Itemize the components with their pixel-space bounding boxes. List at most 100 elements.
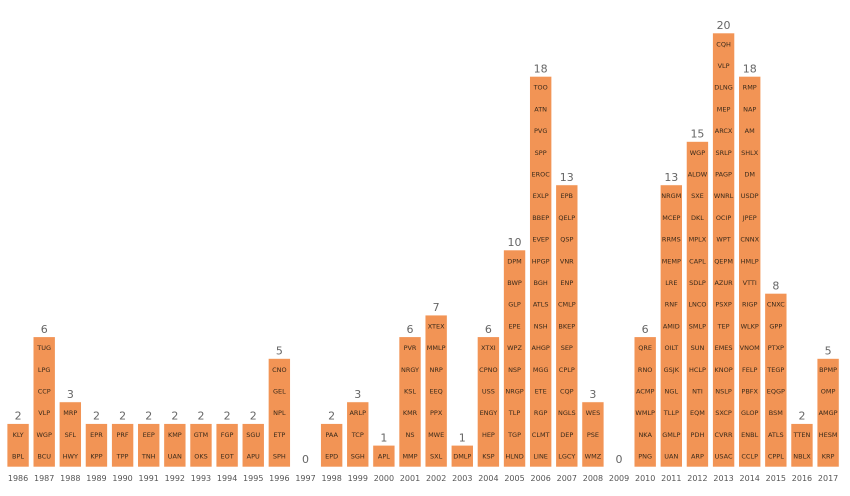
bar-ticker-label: DM (744, 170, 755, 178)
bar-ticker-label: ATN (534, 105, 547, 113)
bar-ticker-label: CPPL (768, 453, 784, 461)
bar-ticker-label: AZUR (714, 279, 733, 287)
bar-count-label: 6 (41, 323, 48, 336)
x-tick-label: 2016 (792, 474, 812, 483)
bar-ticker-label: VLP (38, 409, 50, 417)
bar-ticker-label: APU (247, 453, 260, 461)
bar (32, 336, 56, 468)
bar-ticker-label: EEQ (429, 387, 442, 395)
x-tick-label: 2015 (766, 474, 786, 483)
bar (111, 423, 134, 468)
bar-count-label: 2 (15, 410, 22, 423)
bar-ticker-label: PVR (404, 344, 417, 352)
bar-ticker-label: SRLP (715, 149, 731, 157)
bar-ticker-label: EPR (90, 431, 103, 439)
bar-ticker-label: SXL (430, 453, 443, 461)
bar-count-label: 3 (354, 388, 361, 401)
bar-count-label: 2 (224, 410, 231, 423)
bar (660, 184, 683, 468)
x-tick-label: 1989 (86, 474, 106, 483)
bar (555, 184, 579, 468)
bar-ticker-label: LGCY (558, 453, 575, 461)
bar-ticker-label: SHLX (741, 149, 759, 157)
bar-ticker-label: NRP (429, 366, 442, 374)
bar-ticker-label: EVEP (532, 236, 549, 244)
bar-ticker-label: WNRL (714, 192, 734, 200)
bar-ticker-label: EEP (143, 431, 155, 439)
bar (85, 423, 108, 468)
bar-ticker-label: MPLX (689, 236, 707, 244)
bar (215, 423, 239, 468)
bar-ticker-label: XTEX (428, 322, 445, 330)
bar-ticker-label: TTEN (793, 431, 811, 439)
bar-ticker-label: EOT (221, 453, 234, 461)
bar-ticker-label: WMLP (635, 409, 655, 417)
bar (503, 249, 526, 468)
bar-ticker-label: OCIP (716, 214, 732, 222)
bar-count-label: 6 (407, 323, 414, 336)
bar-ticker-label: PVG (534, 127, 547, 135)
bar-ticker-label: KSP (482, 453, 494, 461)
bar-ticker-label: EROC (532, 170, 551, 178)
bar-ticker-label: NSLP (715, 387, 732, 395)
bar-ticker-label: WES (586, 409, 601, 417)
bar-count-label: 8 (772, 279, 779, 292)
bar-ticker-label: PNG (638, 453, 652, 461)
bar-ticker-label: TLP (508, 409, 521, 417)
bar-ticker-label: PTXP (768, 344, 784, 352)
bar (372, 444, 396, 468)
x-tick-label: 2009 (609, 474, 629, 483)
bar-ticker-label: SGH (351, 453, 365, 461)
bar-ticker-label: WLKP (741, 322, 759, 330)
bar-ticker-label: OKS (194, 453, 208, 461)
bar-ticker-label: MEMP (662, 257, 681, 265)
bar-ticker-label: NSP (508, 366, 521, 374)
bar-ticker-label: PBFX (741, 387, 758, 395)
bar-ticker-label: OMP (821, 387, 836, 395)
x-tick-label: 2013 (713, 474, 733, 483)
bar-ticker-label: ETP (273, 431, 285, 439)
bar-ticker-label: QSP (560, 236, 573, 244)
bar-ticker-label: TUG (36, 344, 51, 352)
bar-ticker-label: NRGM (661, 192, 681, 200)
x-tick-label: 2010 (635, 474, 655, 483)
x-tick-label: 2001 (400, 474, 420, 483)
bar-ticker-label: RMP (743, 84, 757, 92)
x-tick-label: 2004 (478, 474, 498, 483)
bar-ticker-label: BSM (769, 409, 783, 417)
bar-ticker-label: ENP (560, 279, 573, 287)
bar (738, 76, 762, 468)
bar-ticker-label: KSL (404, 387, 416, 395)
bar-ticker-label: AMGP (819, 409, 838, 417)
bar-ticker-label: MMLP (427, 344, 446, 352)
bar-ticker-label: CPNO (479, 366, 497, 374)
bar-ticker-label: WMZ (585, 453, 602, 461)
x-tick-label: 2008 (583, 474, 603, 483)
x-tick-label: 1994 (217, 474, 237, 483)
x-tick-label: 1993 (191, 474, 211, 483)
bar-count-label: 1 (380, 431, 387, 444)
bar-ticker-label: CNO (272, 366, 287, 374)
x-tick-label: 1986 (8, 474, 28, 483)
bar-ticker-label: BBEP (532, 214, 549, 222)
bar-ticker-label: UAN (664, 453, 678, 461)
x-tick-label: 1988 (60, 474, 80, 483)
bar-count-label: 0 (616, 453, 623, 466)
bar (764, 293, 788, 468)
bar (59, 401, 82, 468)
bar-ticker-label: USS (482, 387, 495, 395)
bar-ticker-label: BKEP (558, 322, 575, 330)
bar-count-label: 2 (197, 410, 204, 423)
bar-count-label: 2 (328, 410, 335, 423)
bar-ticker-label: SPP (535, 149, 547, 157)
bar-ticker-label: RGP (534, 409, 548, 417)
bar-count-label: 2 (145, 410, 152, 423)
bar-ticker-label: NAP (743, 105, 756, 113)
bar-ticker-label: EPE (508, 322, 520, 330)
bar-count-label: 20 (717, 19, 731, 32)
bar-ticker-label: KLY (13, 431, 24, 439)
bar-ticker-label: KMP (168, 431, 182, 439)
x-tick-label: 1987 (34, 474, 54, 483)
bar-ticker-label: TGP (507, 431, 521, 439)
